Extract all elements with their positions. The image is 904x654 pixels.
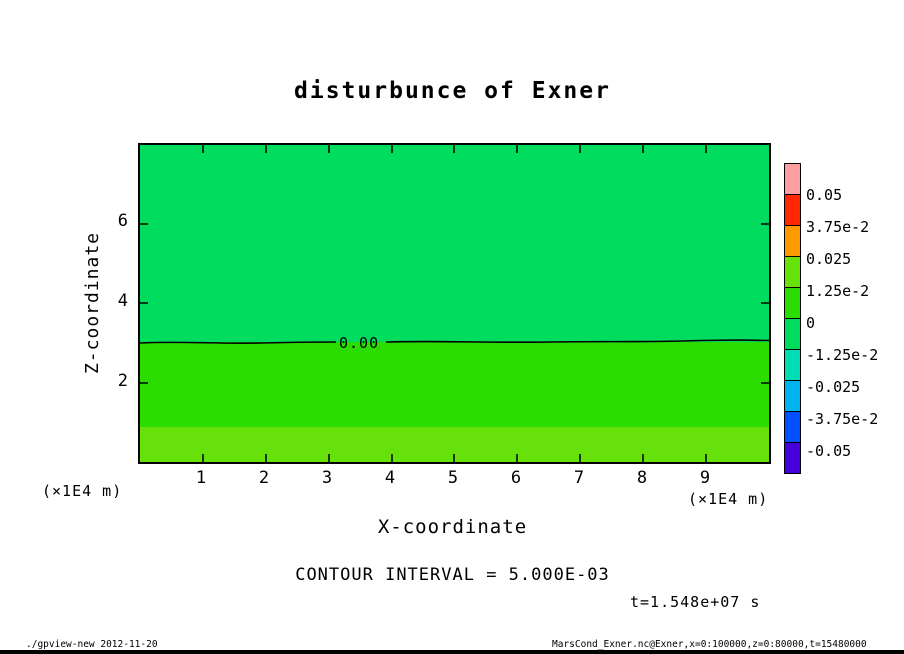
x-tick-label: 9 bbox=[699, 468, 711, 488]
plot-overlay bbox=[140, 145, 769, 462]
colorbar bbox=[784, 163, 801, 474]
colorbar-label: -0.025 bbox=[806, 378, 861, 396]
y-tick-label: 6 bbox=[117, 211, 128, 231]
x-tick-label: 6 bbox=[510, 468, 522, 488]
colorbar-segment bbox=[784, 163, 801, 195]
colorbar-segment bbox=[784, 442, 801, 474]
chart-title: disturbunce of Exner bbox=[294, 78, 611, 104]
colorbar-label: 0 bbox=[806, 314, 816, 332]
x-tick-label: 7 bbox=[573, 468, 585, 488]
colorbar-segment bbox=[784, 318, 801, 350]
x-tick-label: 8 bbox=[636, 468, 648, 488]
colorbar-segment bbox=[784, 225, 801, 257]
colorbar-label: 3.75e-2 bbox=[806, 218, 870, 236]
x-axis-unit: (×1E4 m) bbox=[688, 490, 769, 508]
plot-area: 0.00 bbox=[138, 143, 771, 464]
colorbar-label: -0.05 bbox=[806, 442, 852, 460]
tick-marks bbox=[140, 145, 769, 462]
zero-contour-line bbox=[140, 339, 769, 345]
colorbar-segment bbox=[784, 380, 801, 412]
colorbar-segment bbox=[784, 349, 801, 381]
colorbar-segment bbox=[784, 256, 801, 288]
time-text: t=1.548e+07 s bbox=[630, 593, 761, 611]
x-axis-title: X-coordinate bbox=[377, 516, 528, 538]
colorbar-label: 1.25e-2 bbox=[806, 282, 870, 300]
x-tick-label: 4 bbox=[384, 468, 396, 488]
x-tick-label: 5 bbox=[447, 468, 459, 488]
colorbar-segment bbox=[784, 287, 801, 319]
colorbar-label: 0.025 bbox=[806, 250, 852, 268]
contour-interval-text: CONTOUR INTERVAL = 5.000E-03 bbox=[295, 565, 610, 585]
y-axis-title: Z-coordinate bbox=[82, 231, 103, 375]
footer-datasource-text: MarsCond_Exner.nc@Exner,x=0:100000,z=0:8… bbox=[552, 639, 867, 650]
bottom-rule bbox=[0, 650, 904, 654]
fill-region-upper bbox=[140, 145, 769, 342]
x-tick-label: 2 bbox=[258, 468, 270, 488]
contour-line-label: 0.00 bbox=[339, 334, 380, 352]
y-tick-label: 2 bbox=[117, 371, 128, 391]
x-tick-label: 3 bbox=[321, 468, 333, 488]
x-tick-label: 1 bbox=[195, 468, 207, 488]
colorbar-label: -3.75e-2 bbox=[806, 410, 879, 428]
colorbar-label: 0.05 bbox=[806, 186, 843, 204]
colorbar-label: -1.25e-2 bbox=[806, 346, 879, 364]
colorbar-segment bbox=[784, 194, 801, 226]
footer-program-text: ./gpview-new 2012-11-20 bbox=[26, 639, 158, 650]
y-tick-label: 4 bbox=[117, 291, 128, 311]
colorbar-segment bbox=[784, 411, 801, 443]
fill-region-lower bbox=[140, 342, 769, 427]
y-axis-unit: (×1E4 m) bbox=[42, 482, 123, 500]
